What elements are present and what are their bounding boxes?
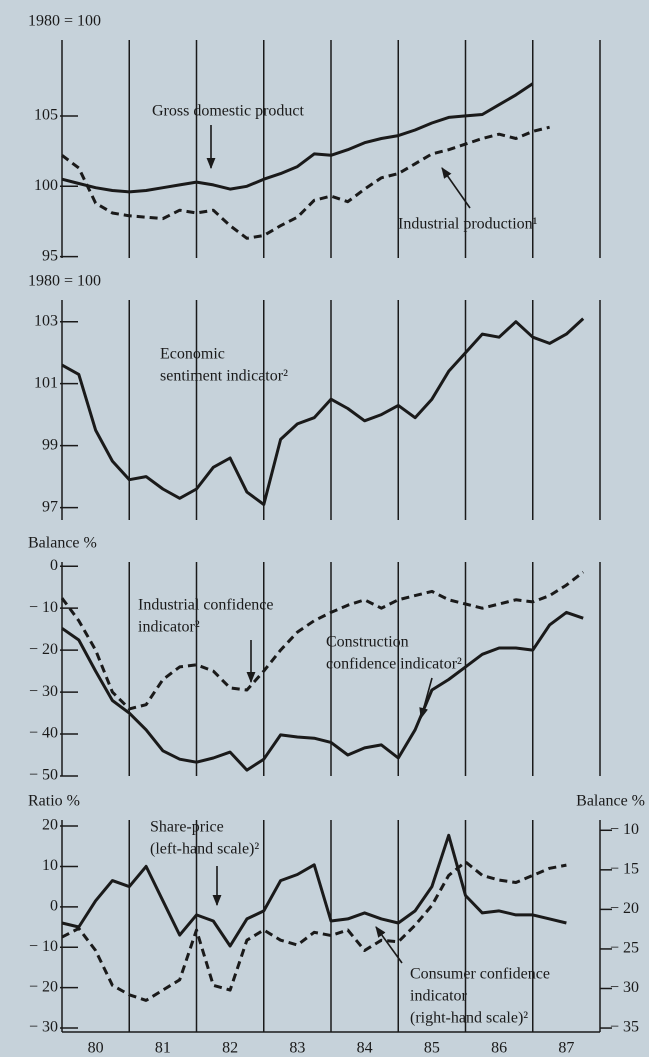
x-tick-label: 80 <box>88 1040 104 1057</box>
y2-tick-label: − 35 <box>610 1019 639 1036</box>
y2-tick-label: − 10 <box>610 821 639 838</box>
y-axis-label: Ratio % <box>28 793 80 810</box>
y-tick-label: − 20 <box>29 641 58 658</box>
y-tick-label: 10 <box>42 857 58 874</box>
x-tick-label: 81 <box>155 1040 171 1057</box>
annotation: Economic <box>160 346 225 363</box>
y-tick-label: − 30 <box>29 1019 58 1036</box>
x-tick-label: 85 <box>424 1040 440 1057</box>
annotation: indicator² <box>138 619 200 636</box>
annotation: (right-hand scale)² <box>410 1010 528 1027</box>
dashed-line <box>60 570 585 711</box>
annotation: confidence indicator² <box>326 656 462 673</box>
annotation: Consumer confidence <box>410 966 550 983</box>
y-tick-label: 97 <box>42 498 58 515</box>
y-tick-label: 100 <box>34 177 58 194</box>
y-tick-label: 0 <box>50 897 58 914</box>
solid-line <box>61 317 585 506</box>
y2-tick-label: − 20 <box>610 900 639 917</box>
y-tick-label: 95 <box>42 247 58 264</box>
y2-axis-label: Balance % <box>576 793 645 810</box>
solid-line <box>61 82 534 194</box>
y-tick-label: 105 <box>34 107 58 124</box>
y-axis-label: Balance % <box>28 535 97 552</box>
y-tick-label: − 10 <box>29 938 58 955</box>
y-tick-label: − 10 <box>29 599 58 616</box>
y-tick-label: 101 <box>34 374 58 391</box>
dashed-line <box>61 125 550 240</box>
solid-line <box>61 610 584 772</box>
solid-line <box>61 833 567 948</box>
y-axis-label: 1980 = 100 <box>28 273 101 290</box>
annotation: (left-hand scale)² <box>150 841 259 858</box>
y2-tick-label: − 15 <box>610 861 639 878</box>
y-tick-label: − 20 <box>29 978 58 995</box>
x-tick-label: 83 <box>289 1040 305 1057</box>
y-axis-label: 1980 = 100 <box>28 13 101 30</box>
y-tick-label: 20 <box>42 817 58 834</box>
y-tick-label: − 40 <box>29 725 58 742</box>
annotation: Industrial confidence <box>138 597 274 614</box>
annotation: indicator <box>410 988 468 1005</box>
annotation: Construction <box>326 634 409 651</box>
y2-tick-label: − 25 <box>610 940 639 957</box>
x-tick-label: 86 <box>491 1040 507 1057</box>
annotation: Share-price <box>150 819 224 836</box>
y-tick-label: 99 <box>42 436 58 453</box>
x-tick-label: 84 <box>357 1040 373 1057</box>
annotation: Gross domestic product <box>152 103 305 120</box>
x-tick-label: 82 <box>222 1040 238 1057</box>
y-tick-label: − 30 <box>29 683 58 700</box>
y-tick-label: − 50 <box>29 767 58 784</box>
dashed-line <box>61 860 567 1002</box>
y-tick-label: 103 <box>34 312 58 329</box>
y2-tick-label: − 30 <box>610 979 639 996</box>
annotation: sentiment indicator² <box>160 368 288 385</box>
y-tick-label: 0 <box>50 557 58 574</box>
x-tick-label: 87 <box>558 1040 574 1057</box>
annotation: Industrial production¹ <box>398 216 538 233</box>
